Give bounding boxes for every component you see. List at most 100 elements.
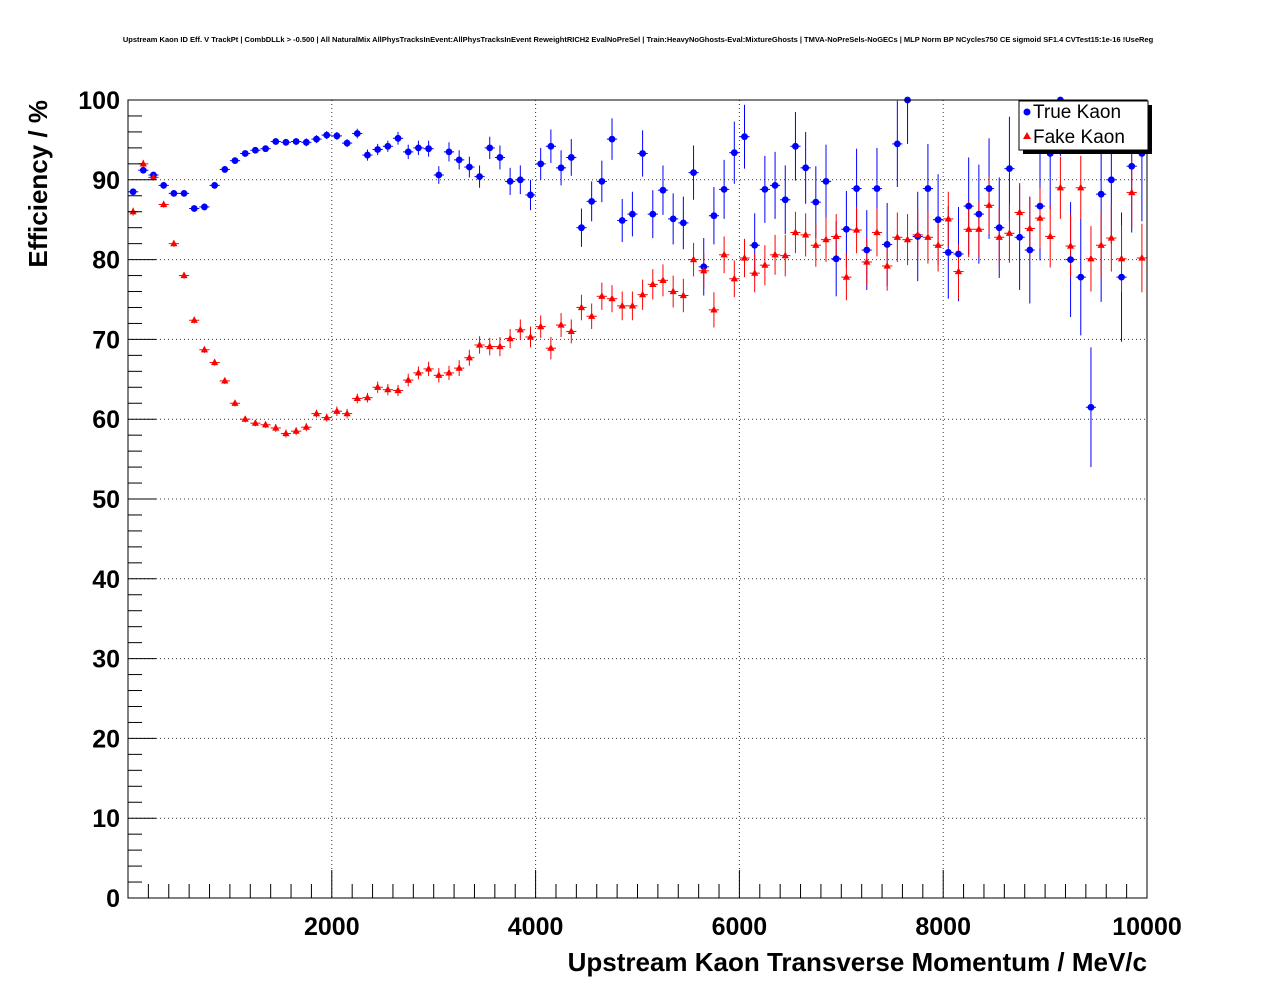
fake-kaon-point	[649, 280, 657, 287]
true-kaon-point	[771, 181, 779, 189]
true-kaon-point	[333, 132, 341, 140]
true-kaon-point	[955, 250, 962, 258]
fake-kaon-point	[771, 250, 779, 258]
true-kaon-point	[190, 205, 198, 212]
true-kaon-point	[1036, 202, 1044, 210]
fake-kaon-point	[496, 342, 504, 350]
true-kaon-point	[578, 224, 585, 232]
fake-kaon-point	[730, 274, 738, 282]
true-kaon-point	[629, 210, 636, 218]
true-kaon-point	[506, 177, 514, 185]
true-kaon-point	[924, 185, 932, 192]
legend: True Kaon Fake Kaon	[1018, 100, 1152, 154]
true-kaon-point	[221, 166, 229, 173]
fake-kaon-point	[353, 394, 361, 402]
true-kaon-point	[272, 138, 280, 145]
fake-kaon-point	[1117, 254, 1126, 262]
fake-kaon-point	[547, 344, 555, 351]
fake-kaon-point	[791, 228, 800, 236]
true-kaon-point	[313, 135, 320, 143]
fake-kaon-point	[1036, 214, 1044, 221]
fake-kaon-point	[1097, 241, 1105, 248]
fake-kaon-point	[251, 419, 259, 426]
fake-kaon-point	[404, 376, 412, 383]
fake-kaon-point	[414, 368, 423, 376]
fake-kaon-point	[475, 340, 484, 348]
true-kaon-point	[792, 142, 799, 150]
fake-kaon-point	[883, 261, 891, 269]
fake-kaon-point	[211, 358, 219, 366]
fake-kaon-point	[751, 269, 759, 276]
fake-kaon-point	[893, 233, 901, 240]
x-tick-label: 10000	[1112, 913, 1182, 941]
y-tick-label: 30	[92, 646, 120, 674]
true-kaon-point	[588, 197, 596, 205]
true-kaon-point	[842, 225, 850, 233]
true-kaon-point	[1006, 165, 1013, 173]
y-tick-label: 50	[92, 486, 120, 514]
legend-marker-fake-kaon	[1023, 132, 1031, 139]
fake-kaon-point	[312, 409, 321, 417]
true-kaon-point	[1016, 233, 1024, 241]
true-kaon-point	[995, 224, 1003, 232]
true-kaon-point	[639, 150, 646, 157]
data-points	[129, 96, 1146, 437]
y-tick-label: 20	[92, 725, 120, 753]
true-kaon-point	[832, 255, 840, 263]
legend-box	[1018, 100, 1149, 151]
true-kaon-point	[476, 173, 483, 181]
true-kaon-point	[404, 148, 412, 156]
x-tick-label: 6000	[712, 913, 768, 941]
y-tick-label: 80	[92, 247, 120, 275]
true-kaon-point	[364, 151, 371, 159]
legend-label-fake-kaon: Fake Kaon	[1033, 127, 1125, 148]
x-tick-label: 8000	[915, 913, 971, 941]
true-kaon-point	[262, 145, 269, 153]
fake-kaon-point	[679, 291, 687, 299]
true-kaon-point	[394, 134, 402, 142]
fake-kaon-point	[149, 173, 158, 181]
true-kaon-point	[690, 169, 697, 177]
true-kaon-point	[751, 241, 759, 249]
true-kaon-point	[853, 185, 860, 192]
true-kaon-point	[618, 217, 626, 224]
fake-kaon-point	[506, 334, 514, 342]
fake-kaon-point	[282, 429, 290, 437]
fake-kaon-point	[618, 301, 626, 309]
fake-kaon-point	[1087, 254, 1095, 262]
fake-kaon-point	[1128, 188, 1136, 196]
y-tick-label: 40	[92, 566, 120, 594]
fake-kaon-point	[669, 287, 677, 295]
fake-kaon-point	[822, 235, 830, 243]
true-kaon-point	[465, 163, 473, 171]
fake-kaon-point	[608, 294, 616, 302]
true-kaon-point	[873, 185, 881, 192]
fake-kaon-point	[516, 325, 524, 333]
x-tick-label: 2000	[304, 913, 360, 941]
true-kaon-point	[415, 144, 422, 152]
fake-kaon-point	[465, 353, 473, 361]
fake-kaon-point	[200, 345, 209, 353]
y-tick-label: 70	[92, 326, 120, 354]
true-kaon-point	[201, 203, 208, 211]
fake-kaon-point	[170, 239, 178, 247]
fake-kaon-point	[1016, 208, 1024, 216]
fake-kaon-point	[160, 200, 168, 208]
fake-kaon-point	[924, 233, 932, 240]
true-kaon-point	[180, 189, 188, 197]
true-kaon-point	[527, 191, 534, 199]
fake-kaon-point	[425, 364, 433, 372]
true-kaon-point	[883, 241, 891, 248]
fake-kaon-point	[628, 301, 637, 309]
fake-kaon-point	[139, 159, 147, 167]
true-kaon-point	[435, 171, 443, 179]
true-kaon-point	[761, 185, 769, 193]
true-kaon-point	[384, 142, 392, 150]
fake-kaon-point	[944, 214, 952, 222]
true-kaon-point	[170, 189, 178, 197]
true-kaon-point	[1087, 403, 1095, 411]
true-kaon-point	[944, 249, 952, 256]
fake-kaon-point	[863, 257, 871, 265]
true-kaon-point	[1128, 162, 1136, 170]
fake-kaon-point	[588, 312, 596, 319]
